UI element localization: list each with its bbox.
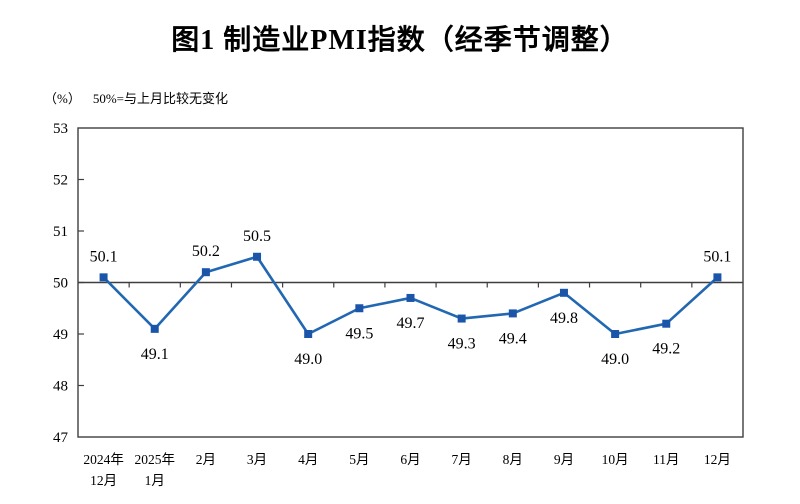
data-point-marker [150, 324, 159, 333]
x-axis-label: 12月 [704, 452, 731, 467]
data-label: 49.5 [345, 325, 373, 342]
y-axis-label: 48 [53, 379, 68, 395]
data-label: 50.5 [243, 228, 271, 245]
y-axis-label: 49 [53, 327, 68, 343]
data-point-marker [611, 330, 620, 338]
data-label: 50.1 [90, 248, 118, 265]
data-label: 49.1 [141, 346, 169, 363]
y-axis-label: 51 [53, 224, 68, 240]
data-point-marker [304, 330, 313, 338]
x-axis-label: 2025年 1月 [134, 452, 175, 488]
data-label: 49.8 [550, 310, 578, 327]
data-point-marker [406, 293, 415, 302]
reference-note: 50%=与上月比较无变化 [92, 91, 229, 106]
data-point-marker [355, 304, 364, 313]
x-axis-label: 6月 [400, 452, 420, 467]
x-axis-label: 10月 [602, 452, 629, 467]
x-axis-label: 4月 [298, 452, 318, 467]
unit-label: （%） [44, 91, 81, 106]
data-label: 49.2 [652, 341, 680, 358]
data-point-marker [99, 273, 108, 282]
data-label: 49.0 [294, 351, 322, 368]
data-point-marker [201, 268, 210, 277]
data-label: 49.3 [448, 336, 476, 353]
data-point-marker [559, 288, 568, 297]
chart-title: 图1 制造业PMI指数（经季节调整） [171, 25, 629, 56]
data-point-marker [662, 319, 671, 328]
data-label: 50.1 [703, 248, 731, 265]
x-axis-label: 2024年 12月 [83, 452, 124, 488]
data-label: 49.4 [499, 330, 527, 347]
data-label: 49.0 [601, 351, 629, 368]
data-point-marker [713, 273, 722, 282]
data-label: 50.2 [192, 243, 220, 260]
y-axis-label: 52 [53, 173, 68, 189]
data-point-marker [508, 309, 517, 318]
x-axis-label: 5月 [349, 452, 369, 467]
x-axis-label: 8月 [503, 452, 523, 467]
x-axis-label: 2月 [196, 452, 216, 467]
y-axis-label: 50 [53, 276, 68, 292]
x-axis-label: 9月 [554, 452, 574, 467]
y-axis-label: 53 [53, 121, 68, 137]
data-point-marker [253, 252, 262, 261]
axis-note: （%） 50%=与上月比较无变化 [44, 88, 228, 107]
x-axis-label: 7月 [452, 452, 472, 467]
x-axis-label: 3月 [247, 452, 267, 467]
x-axis-label: 11月 [653, 452, 680, 467]
y-axis-label: 47 [53, 430, 69, 446]
data-label: 49.7 [397, 315, 425, 332]
data-point-marker [457, 314, 466, 323]
